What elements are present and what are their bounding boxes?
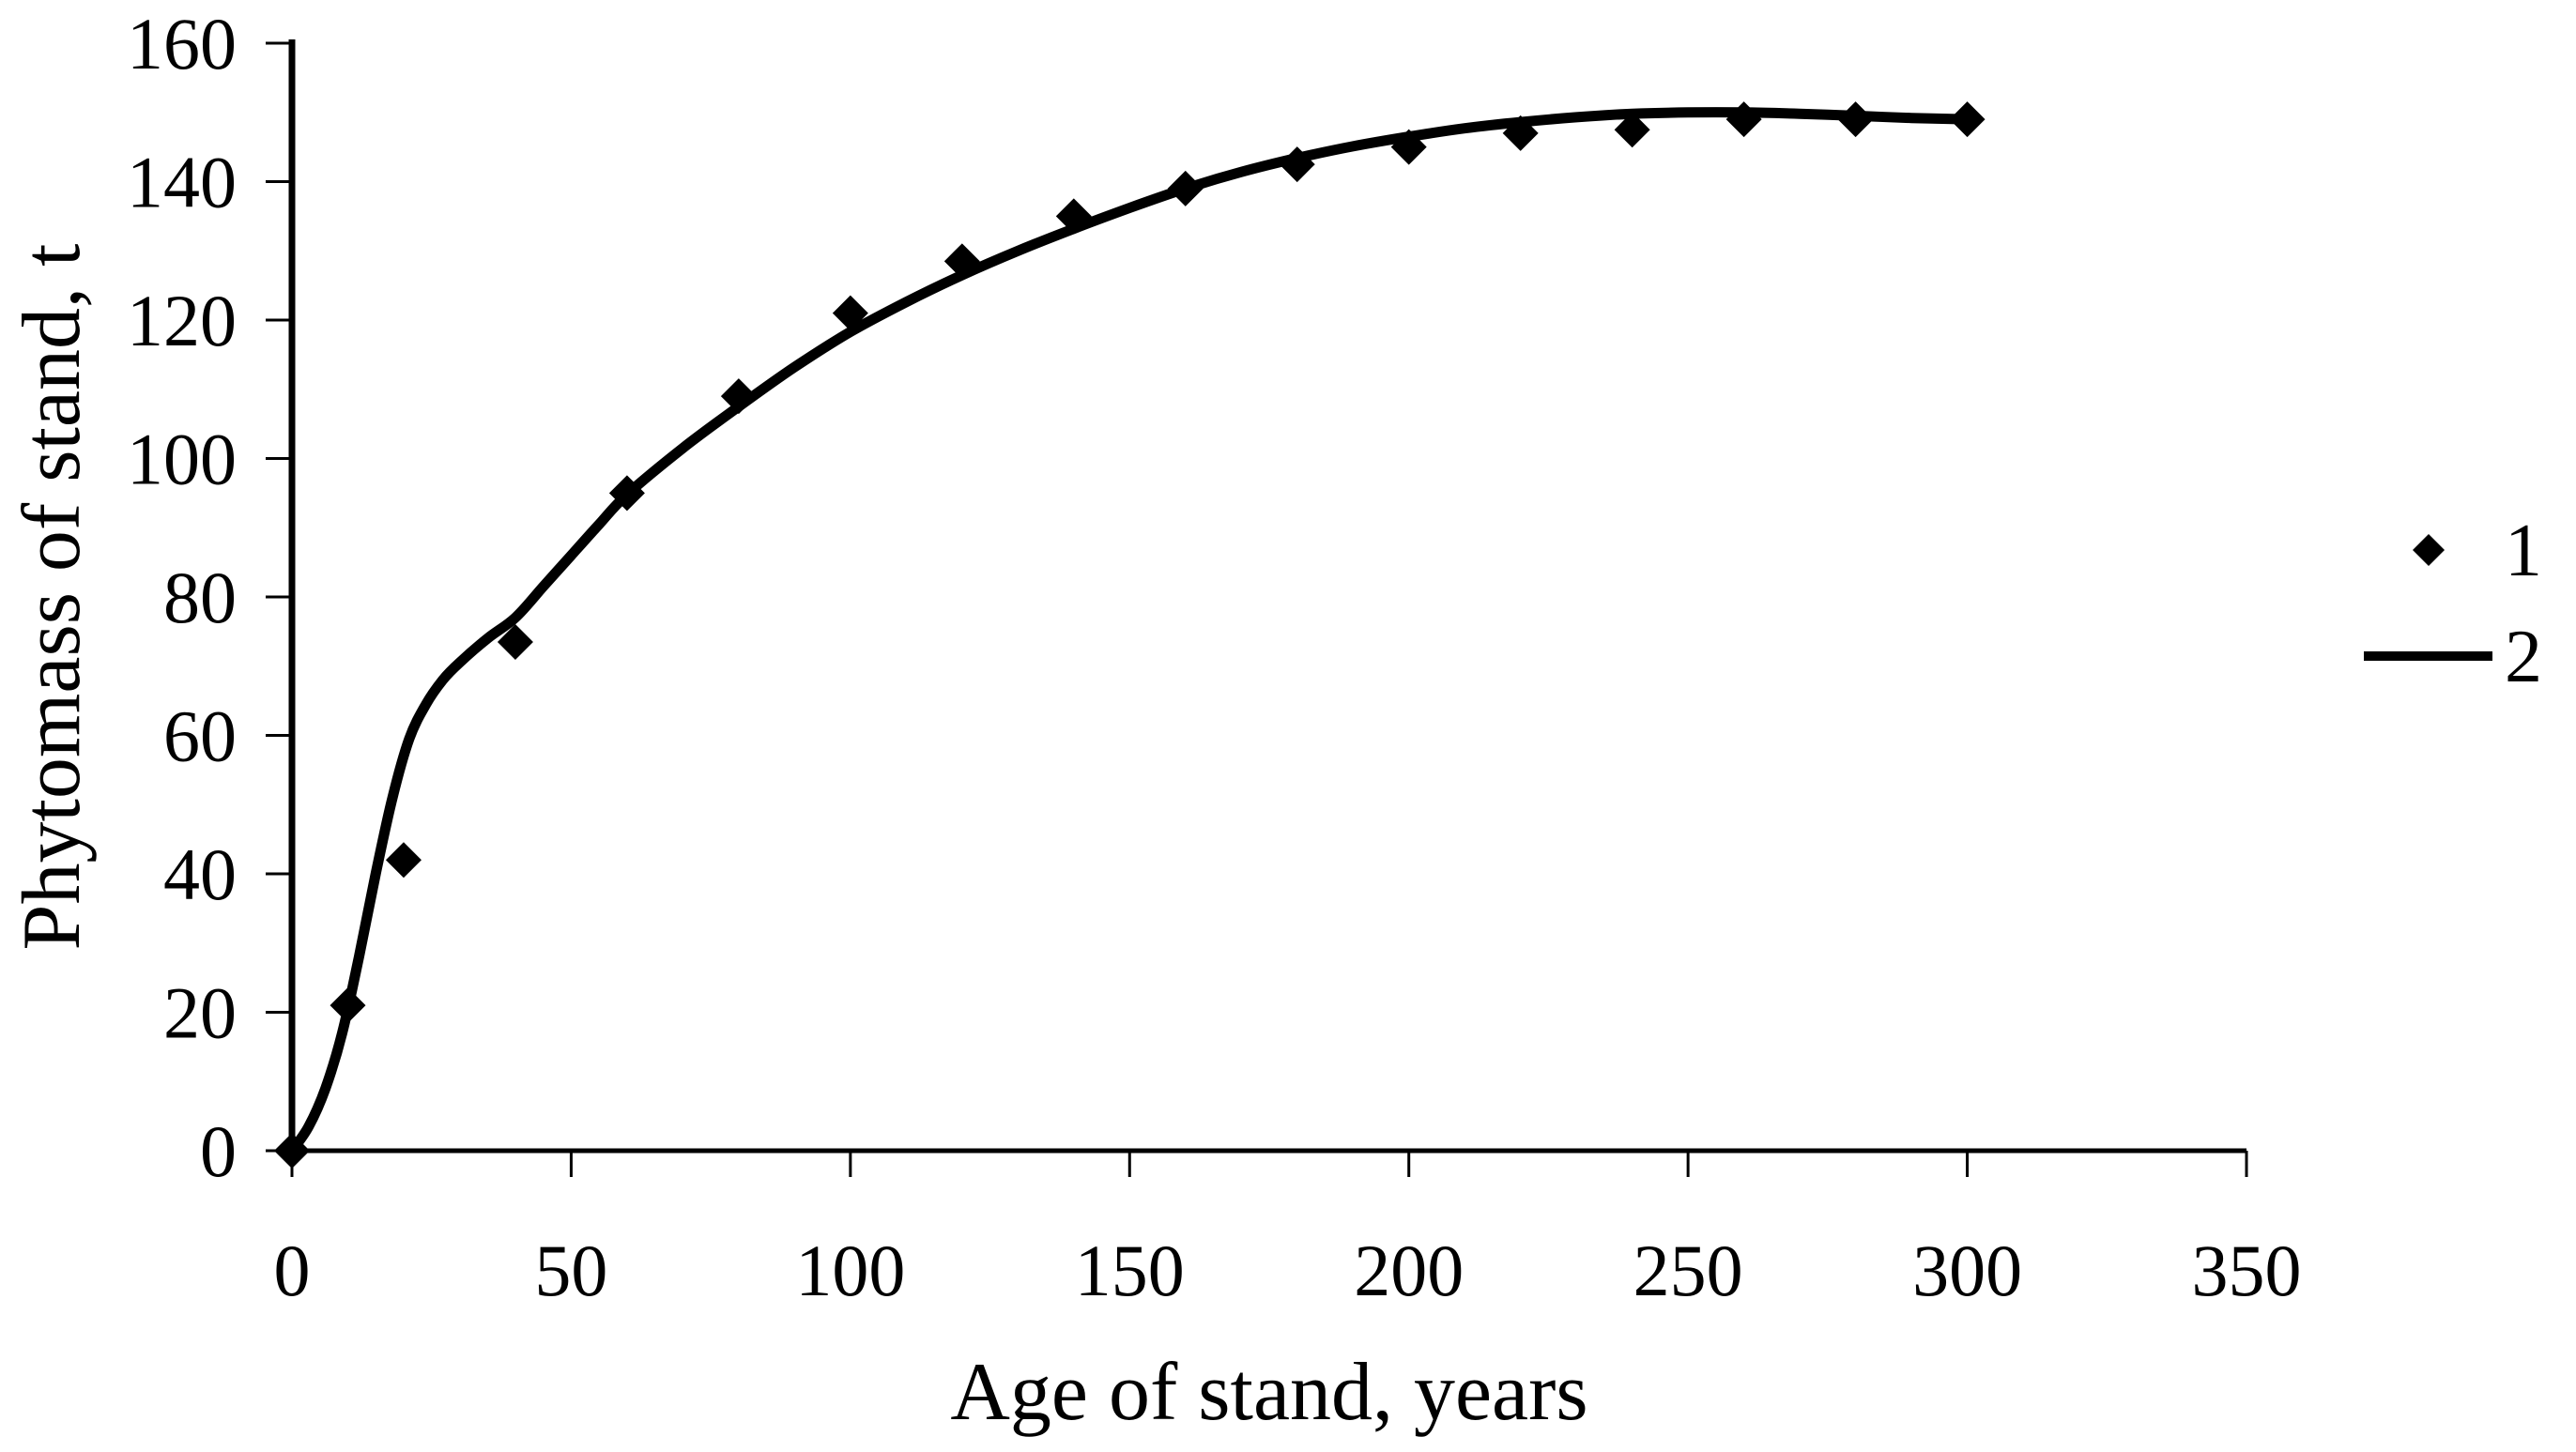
x-tick-label: 200 <box>1354 1230 1464 1311</box>
data-point-diamond <box>720 378 757 415</box>
y-tick-label: 60 <box>163 695 237 777</box>
y-tick-label: 40 <box>163 833 237 915</box>
y-tick-label: 140 <box>127 142 237 223</box>
x-tick-label: 300 <box>1912 1230 2022 1311</box>
x-tick-label: 250 <box>1633 1230 1743 1311</box>
data-point-diamond <box>943 243 980 280</box>
y-axis-title: Phytomass of stand, t <box>7 244 98 951</box>
series-1-data-points <box>274 101 1986 1169</box>
data-point-diamond <box>497 623 533 660</box>
data-point-diamond <box>1055 198 1092 235</box>
data-point-diamond <box>1614 112 1650 148</box>
x-tick-label: 100 <box>795 1230 905 1311</box>
y-tick-label: 20 <box>163 972 237 1054</box>
y-tick-label: 120 <box>127 280 237 361</box>
legend: 1 2 <box>2364 510 2542 698</box>
data-point-diamond <box>1279 146 1315 183</box>
data-point-diamond <box>1725 101 1762 138</box>
data-point-diamond <box>385 842 422 879</box>
y-tick-label: 0 <box>200 1110 237 1192</box>
axes <box>288 39 2246 1154</box>
legend-label-series-1: 1 <box>2505 510 2542 592</box>
y-tick-label: 80 <box>163 557 237 638</box>
data-point-diamond <box>1390 129 1427 165</box>
x-tick-label: 0 <box>274 1230 311 1311</box>
series-2-fitted-curve <box>286 107 1973 1156</box>
y-tick-label: 100 <box>127 419 237 500</box>
legend-diamond-marker <box>2413 534 2445 566</box>
x-tick-label: 50 <box>534 1230 607 1311</box>
y-axis-ticks <box>266 41 292 1153</box>
fitted-curve-path <box>286 107 1973 1156</box>
x-axis-title: Age of stand, years <box>950 1347 1587 1438</box>
y-tick-label: 160 <box>127 3 237 84</box>
data-point-diamond <box>330 987 366 1024</box>
legend-label-series-2: 2 <box>2505 616 2542 698</box>
data-point-diamond <box>1837 101 1874 138</box>
y-axis-tick-labels: 0 20 40 60 80 100 120 140 160 <box>127 3 237 1192</box>
data-point-diamond <box>1502 115 1539 151</box>
data-point-diamond <box>1167 170 1204 206</box>
data-point-diamond <box>1949 101 1986 138</box>
data-point-diamond <box>608 475 645 512</box>
x-axis-ticks <box>290 1151 2248 1177</box>
data-point-diamond <box>274 1133 310 1169</box>
x-tick-label: 350 <box>2192 1230 2302 1311</box>
x-axis-tick-labels: 0 50 100 150 200 250 300 350 <box>274 1230 2302 1311</box>
x-tick-label: 150 <box>1075 1230 1185 1311</box>
data-point-diamond <box>832 295 868 331</box>
